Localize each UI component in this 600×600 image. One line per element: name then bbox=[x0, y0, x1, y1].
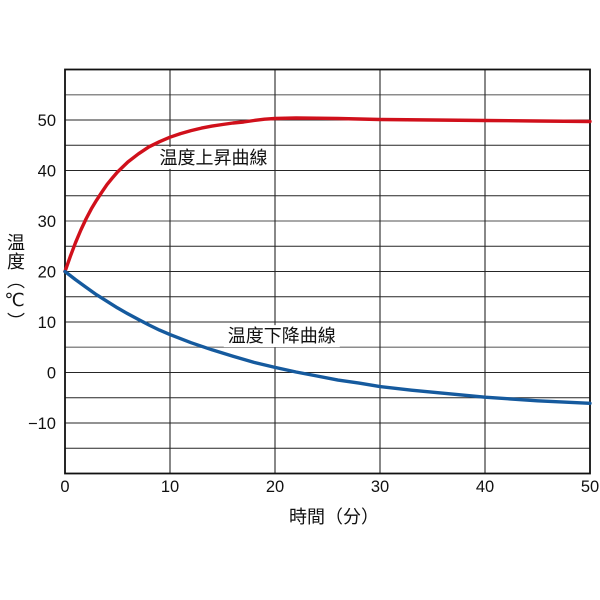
y-tick-label: −10 bbox=[28, 415, 56, 433]
x-tick-label: 10 bbox=[161, 478, 179, 496]
x-axis-title: 時間（分） bbox=[289, 507, 379, 527]
curve-label-bg bbox=[155, 146, 272, 169]
y-tick-label: 20 bbox=[38, 264, 56, 282]
temperature-rise-curve bbox=[63, 116, 592, 274]
y-tick-label: 0 bbox=[47, 365, 56, 383]
x-tick-label: 50 bbox=[581, 478, 599, 496]
y-tick-label: 30 bbox=[38, 213, 56, 231]
y-tick-label: 10 bbox=[38, 314, 56, 332]
x-tick-label: 40 bbox=[476, 478, 494, 496]
curve-label-bg bbox=[223, 325, 340, 348]
curve-label: 温度上昇曲線 bbox=[160, 148, 268, 168]
x-tick-label: 0 bbox=[60, 478, 69, 496]
y-tick-label: 40 bbox=[38, 163, 56, 181]
y-axis-title: 温度（℃） bbox=[5, 233, 25, 331]
y-tick-label: 50 bbox=[38, 112, 56, 130]
x-tick-label: 20 bbox=[266, 478, 284, 496]
x-tick-label: 30 bbox=[371, 478, 389, 496]
curve-label: 温度下降曲線 bbox=[228, 326, 336, 346]
temperature-fall-curve bbox=[63, 269, 592, 405]
